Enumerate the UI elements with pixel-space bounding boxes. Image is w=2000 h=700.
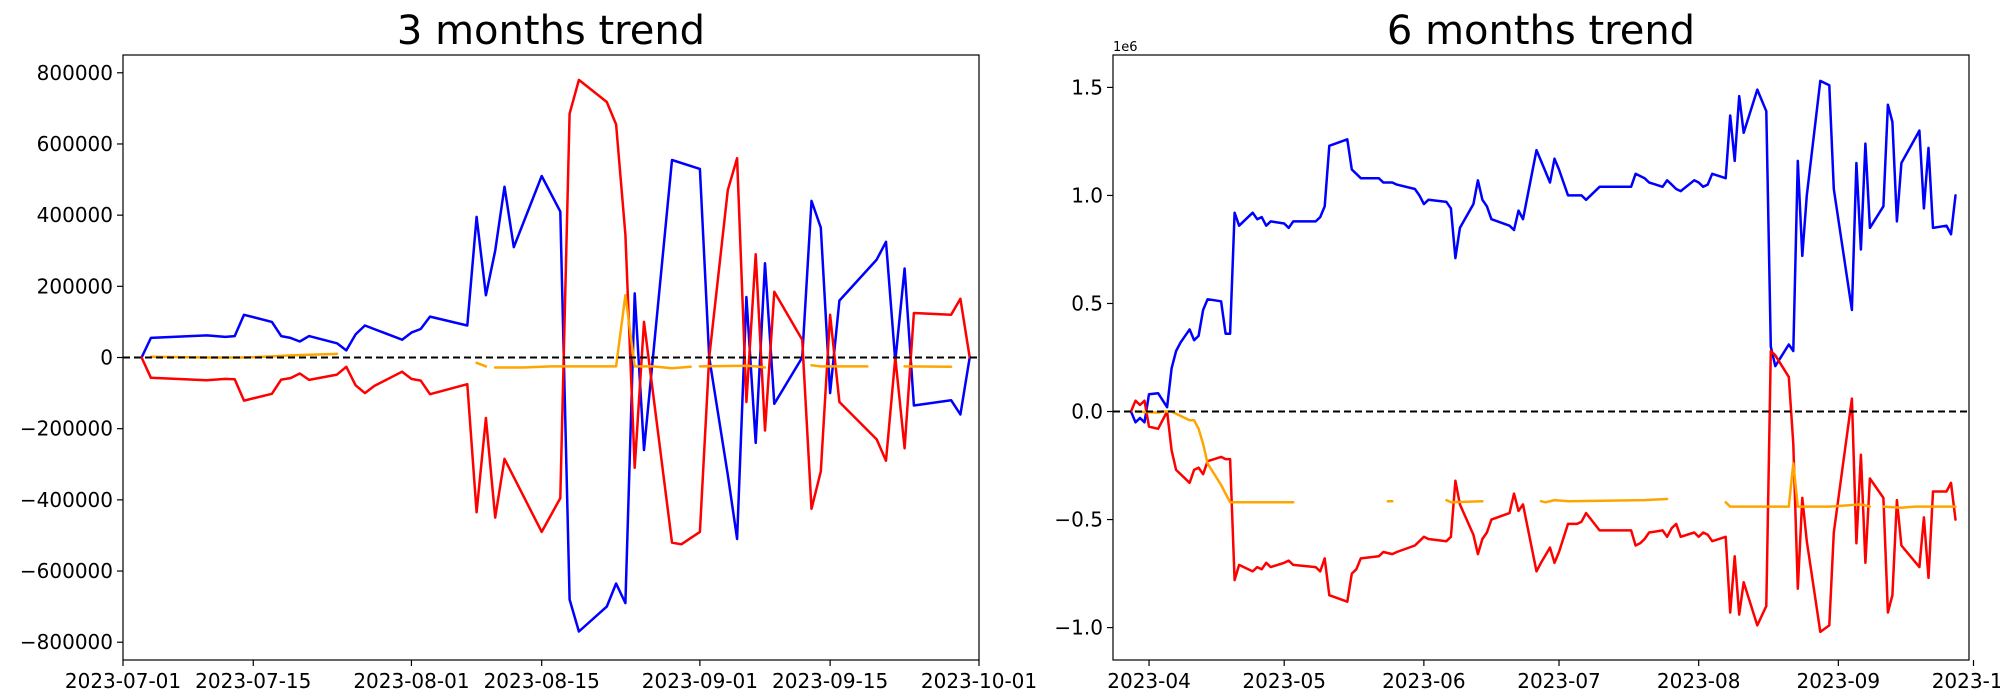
x-tick-label: 2023-07-15 [195, 669, 311, 693]
y-tick-label: −800000 [20, 630, 113, 654]
series-2-line-segment-2 [1445, 498, 1484, 504]
y-tick-label: 1.0 [1071, 183, 1103, 207]
axes-frame [1112, 54, 1970, 661]
series-2-line-segment-0 [1134, 410, 1295, 504]
series-2-line-segment-5 [1882, 505, 1957, 509]
x-tick-label: 2023-07 [1517, 669, 1601, 693]
y-tick-label: 200000 [37, 274, 113, 298]
x-tick-label: 2023-08-01 [353, 669, 469, 693]
series-2-line-segment-3 [1539, 497, 1669, 504]
series-2-line-segment-3 [698, 364, 767, 369]
series-2-line-segment-1 [475, 361, 488, 368]
plot-area: −800000 −600000 −400000 −200000 0 200000 40000… [20, 54, 1037, 693]
y-tick-label: −400000 [20, 488, 113, 512]
plot-area: −1.0 −0.5 0.0 0.5 1.0 1.5 2023-04 2023-05 2023-0… [1054, 54, 2000, 693]
chart-title: 6 months trend [1387, 8, 1695, 54]
chart-3-months: 3 months trend −800000 −600000 −400000 −200… [20, 8, 1037, 693]
x-tick-label: 2023-08-15 [484, 669, 600, 693]
x-tick-label: 2023-09-01 [642, 669, 758, 693]
y-tick-label: 0.0 [1071, 400, 1103, 424]
series-1-line [1129, 349, 1957, 634]
x-tick-label: 2023-09 [1797, 669, 1881, 693]
x-tick-label: 2023-10 [1932, 669, 2000, 693]
y-tick-label: 800000 [37, 61, 113, 85]
y-tick-label: −0.5 [1054, 508, 1103, 532]
x-tick-label: 2023-06 [1382, 669, 1466, 693]
y-tick-label: −1.0 [1054, 616, 1103, 640]
y-tick-label: 1.5 [1071, 75, 1103, 99]
chart-6-months: 6 months trend 1e6 −1.0 −0.5 0.0 0.5 1.0 1.5 2… [1054, 8, 2000, 693]
series-2-line-segment-4 [810, 364, 869, 368]
x-tick-label: 2023-09-15 [772, 669, 888, 693]
chart-title: 3 months trend [397, 8, 705, 54]
y-tick-label: 0 [100, 346, 113, 370]
x-tick-label: 2023-10-01 [921, 669, 1037, 693]
series-0-line [1129, 79, 1957, 424]
series-2-line-segment-2 [493, 293, 692, 370]
x-tick-label: 2023-05 [1242, 669, 1326, 693]
y-tick-label: 0.5 [1071, 291, 1103, 315]
x-tick-label: 2023-08 [1657, 669, 1741, 693]
y-tick-label: −600000 [20, 559, 113, 583]
x-tick-label: 2023-04 [1107, 669, 1191, 693]
y-tick-label: 400000 [37, 203, 113, 227]
y-offset-label: 1e6 [1113, 40, 1138, 55]
series-2-line-segment-4 [1724, 462, 1872, 508]
y-tick-label: 600000 [37, 132, 113, 156]
y-tick-label: −200000 [20, 417, 113, 441]
x-tick-label: 2023-07-01 [65, 669, 181, 693]
